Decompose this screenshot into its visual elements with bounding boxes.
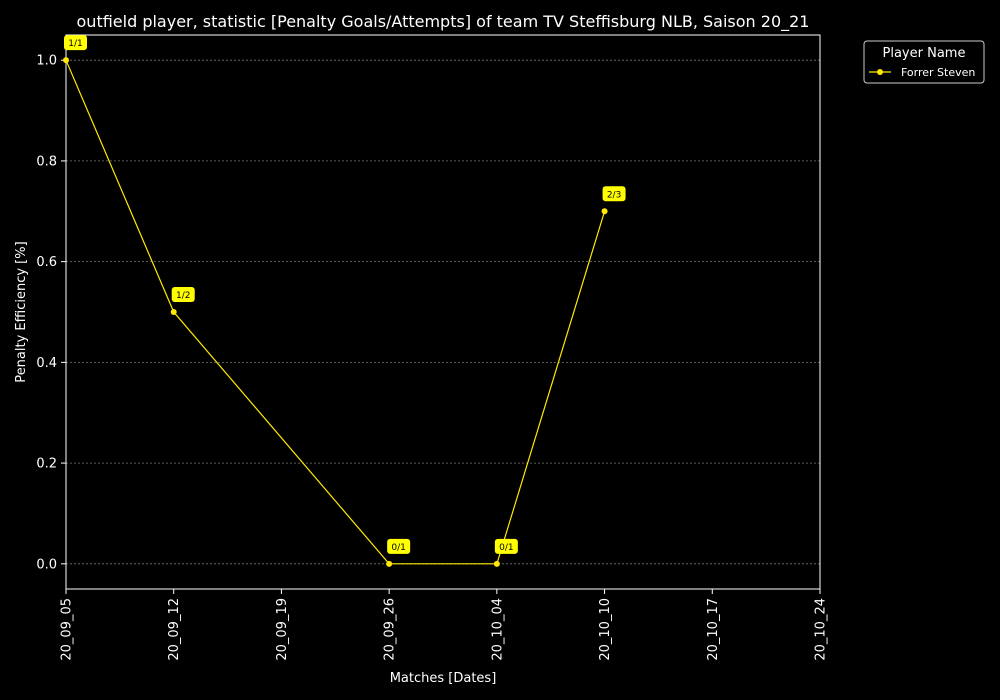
data-label-text: 0/1 [391,543,405,553]
x-tick-label: 20_09_05 [60,598,75,661]
plot-frame [65,34,821,590]
data-point [493,560,500,567]
data-label-text: 1/2 [176,291,190,301]
data-label-text: 0/1 [499,543,513,553]
data-label: 0/1 [387,538,411,554]
data-label: 2/3 [602,186,626,202]
x-tick-label: 20_09_12 [167,598,182,661]
series-layer: 1/1 1/2 0/1 0/1 2/3 [63,35,626,567]
data-point [386,560,393,567]
data-label-box [494,538,518,554]
legend: Player Name Forrer Steven [863,40,985,84]
y-axis: 0.0 0.2 0.4 0.6 0.8 1.0 [36,54,66,572]
data-label-text: 1/1 [68,39,82,49]
data-label-box [602,186,626,202]
data-label-box [64,35,87,51]
y-tick-label: 0.2 [36,457,57,472]
data-label-box [171,287,195,302]
y-tick-label: 0.4 [36,356,57,371]
legend-frame [863,40,985,84]
data-point [63,57,69,64]
grid-lines [66,59,820,565]
x-tick-label: 20_10_24 [814,598,829,661]
data-point [601,208,608,215]
data-label-box [387,538,411,554]
legend-title: Player Name [883,46,966,61]
data-label: 1/1 [64,35,87,51]
x-tick-label: 20_09_19 [275,598,290,661]
data-point [170,309,177,315]
x-axis-label: Matches [Dates] [390,671,497,686]
y-tick-label: 0.6 [36,255,57,270]
chart-title: outfield player, statistic [Penalty Goal… [77,12,810,32]
x-tick-label: 20_10_10 [598,598,613,661]
x-tick-label: 20_10_04 [490,598,505,661]
data-label-text: 2/3 [607,190,621,200]
data-label: 1/2 [171,287,195,302]
x-tick-label: 20_10_17 [706,598,721,661]
y-axis-label: Penalty Efficiency [%] [14,241,29,382]
y-tick-label: 0.8 [36,154,57,169]
y-tick-label: 1.0 [36,54,57,69]
data-label: 0/1 [494,538,518,554]
y-tick-label: 0.0 [36,557,57,572]
x-axis: 20_09_05 20_09_12 20_09_19 20_09_26 20_10_04… [60,589,829,661]
legend-series-name: Forrer Steven [901,66,975,79]
x-tick-label: 20_09_26 [383,598,398,661]
legend-point-marker [877,69,883,75]
